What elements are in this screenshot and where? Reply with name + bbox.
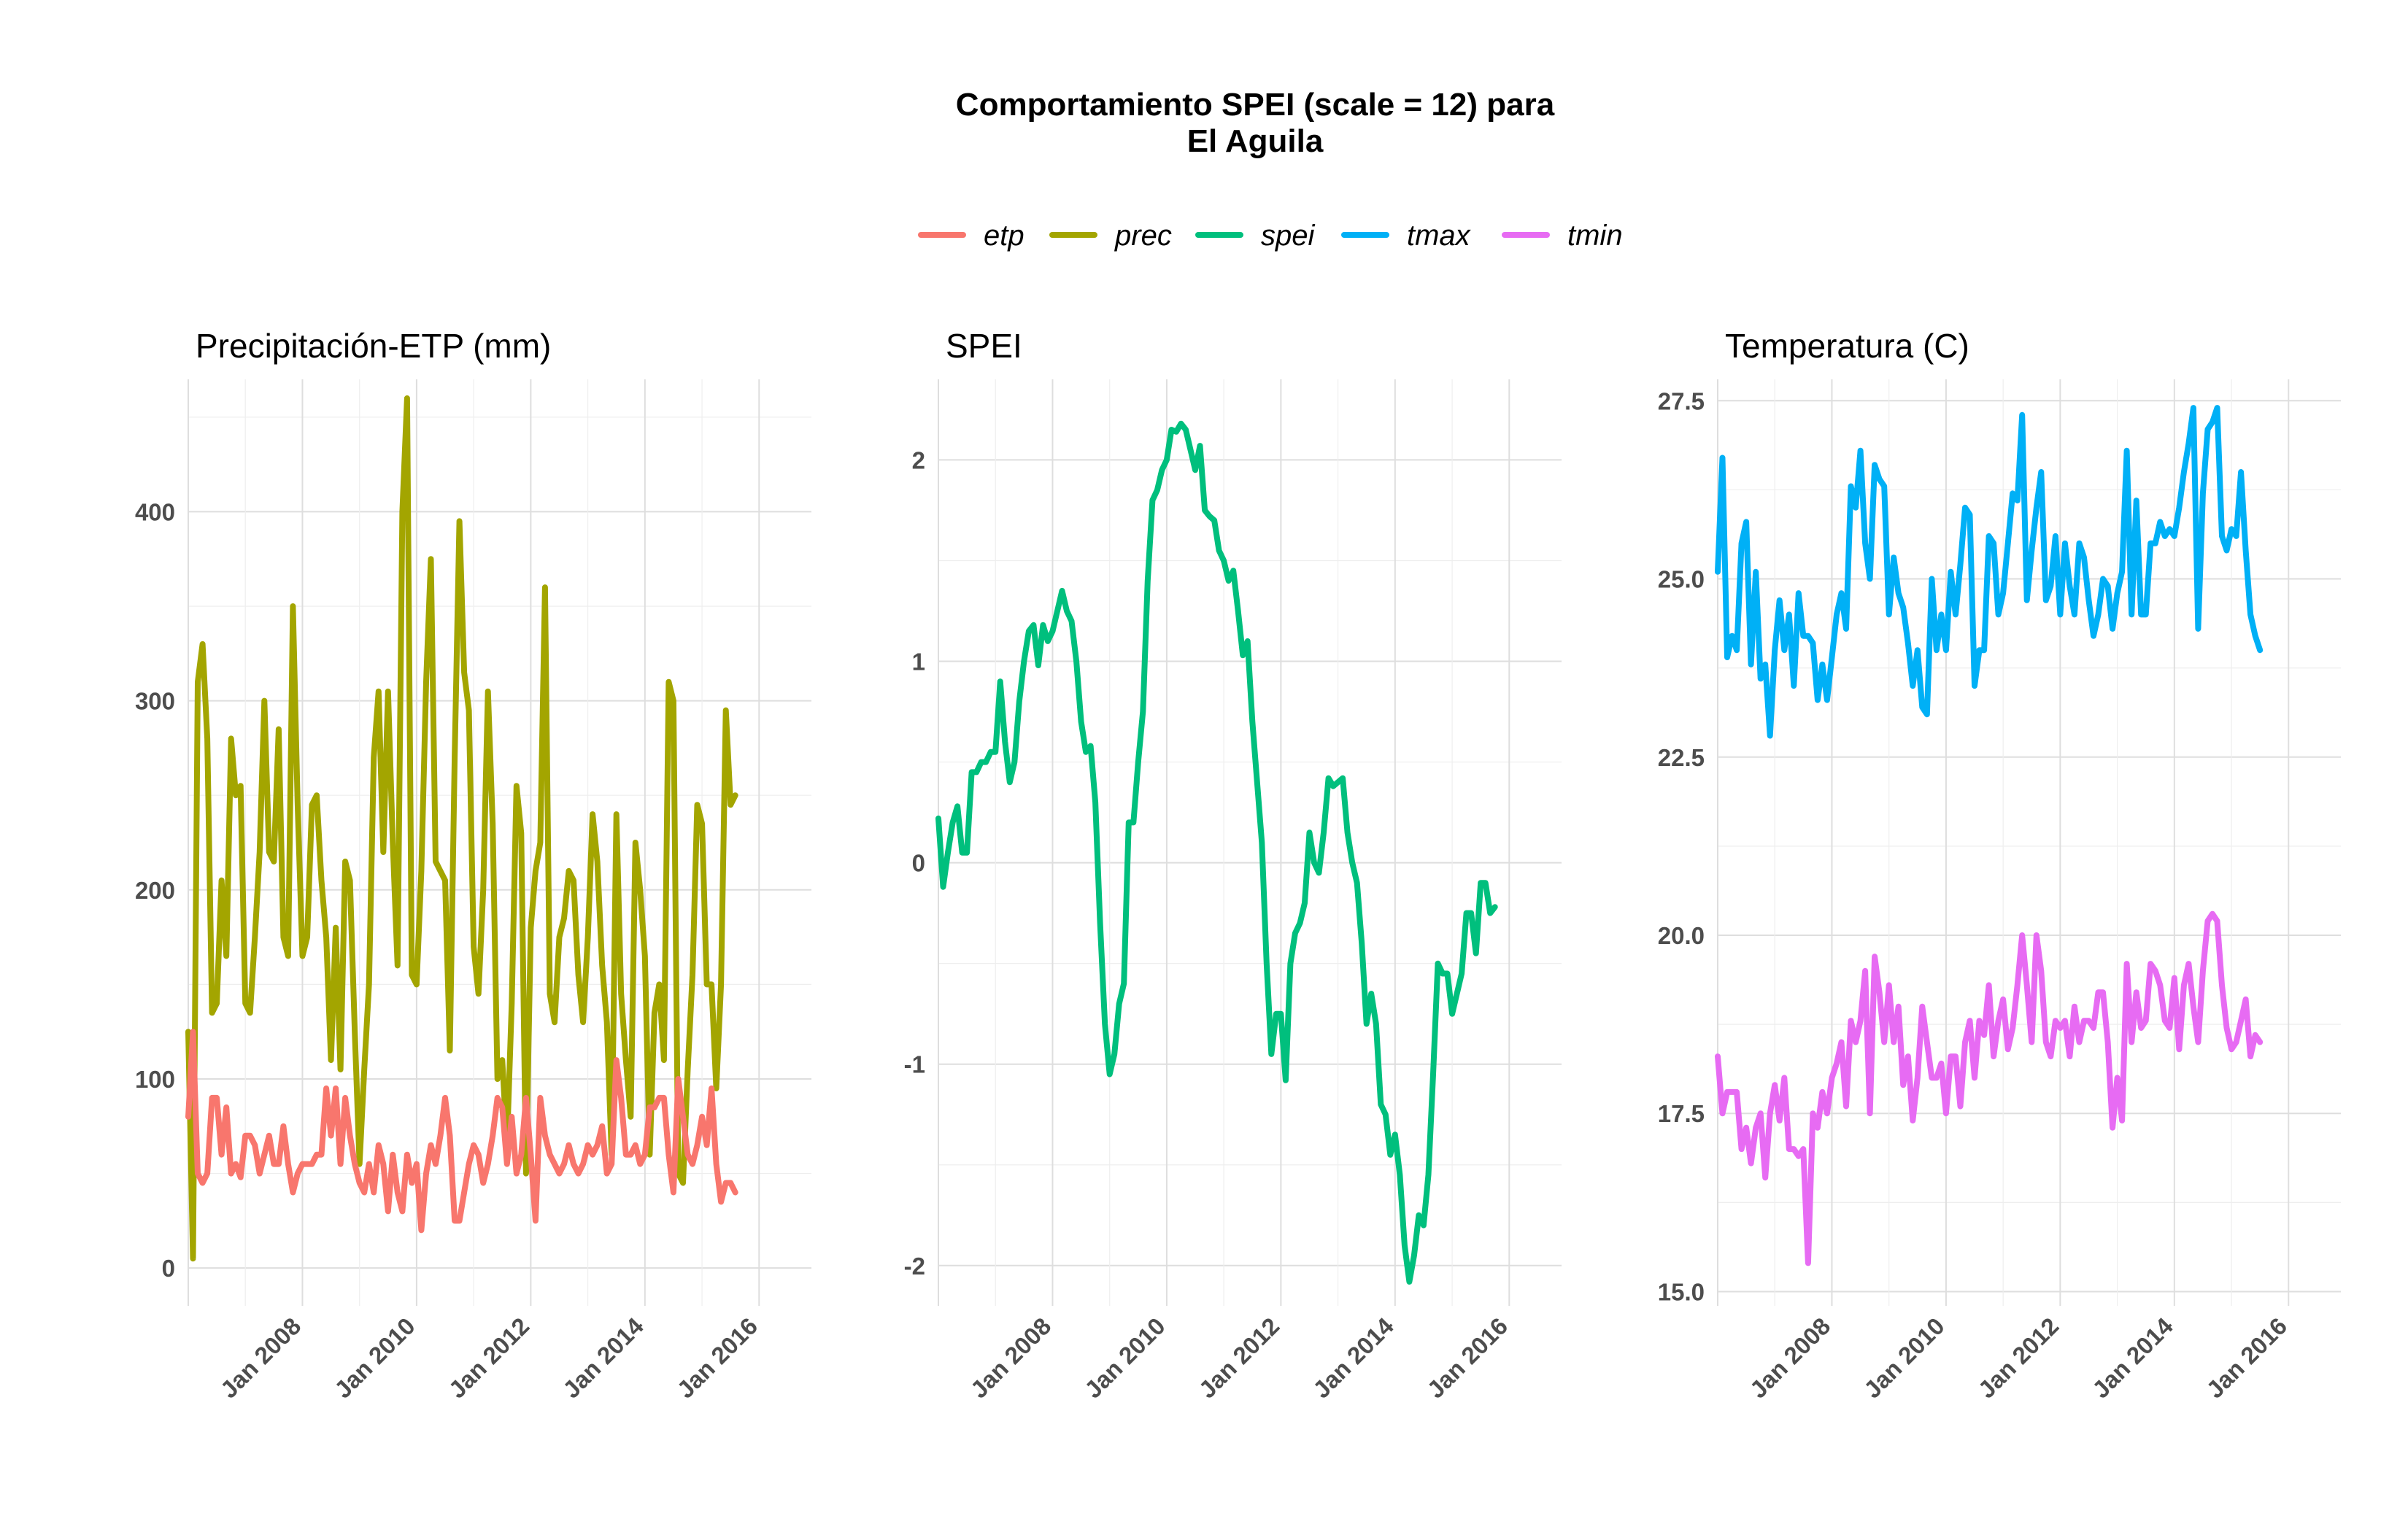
x-tick-label: Jan 2012: [1973, 1312, 2064, 1404]
legend-item-tmin: tmin: [1502, 220, 1623, 252]
series-line-etp: [185, 1029, 738, 1234]
legend-label-tmax: tmax: [1407, 220, 1472, 252]
series-line-tmin: [1715, 910, 2264, 1266]
grid-spei: [938, 379, 1562, 1306]
figure-title: Comportamiento SPEI (scale = 12) para El…: [956, 87, 1555, 159]
y-tick-label: 17.5: [1658, 1100, 1705, 1127]
legend-item-etp: etp: [918, 220, 1024, 252]
y-tick-label: 25.0: [1658, 566, 1705, 593]
x-tick-label: Jan 2014: [557, 1312, 649, 1403]
y-tick-label: 200: [135, 877, 175, 904]
x-tick-label: Jan 2012: [444, 1312, 535, 1404]
panel-precipitacion-etp: Precipitación-ETP (mm) 0 100 200 300 400 Jan 2…: [135, 327, 811, 1404]
chart-panels: Precipitación-ETP (mm) 0 100 200 300 400 Jan 2…: [135, 327, 2341, 1404]
panel-temperatura: Temperatura (C) 15.0 17.5 20.0 22.5 25.0 27.5 J…: [1658, 327, 2341, 1404]
x-tick-label: Jan 2014: [1308, 1312, 1399, 1403]
y-tick-label: 27.5: [1658, 387, 1705, 414]
figure-title-line-2: El Aguila: [1187, 123, 1324, 159]
legend: etp prec spei tmax tmin: [918, 220, 1623, 252]
x-tick-label: Jan 2014: [2087, 1312, 2178, 1403]
panel-title-spei: SPEI: [946, 327, 1022, 365]
y-tick-label: 100: [135, 1066, 175, 1093]
series-line-prec: [185, 395, 738, 1262]
y-tick-label: 400: [135, 498, 175, 525]
legend-label-spei: spei: [1261, 220, 1315, 252]
y-tick-label: 300: [135, 688, 175, 715]
x-tick-label: Jan 2008: [1745, 1312, 1836, 1404]
series-line-tmax: [1715, 405, 2264, 739]
x-tick-label: Jan 2016: [671, 1312, 763, 1404]
panel-spei: SPEI -2 -1 0 1 2 Jan 2008 Jan 2010 Jan 2012 Jan 2…: [904, 327, 1562, 1404]
y-tick-label: -1: [904, 1051, 925, 1078]
panel-title-precipitacion-etp: Precipitación-ETP (mm): [196, 327, 551, 365]
legend-item-tmax: tmax: [1341, 220, 1472, 252]
figure-title-line-1: Comportamiento SPEI (scale = 12) para: [956, 87, 1555, 123]
y-tick-label: 0: [162, 1255, 175, 1282]
x-tick-label: Jan 2010: [329, 1312, 420, 1404]
y-tick-label: 22.5: [1658, 744, 1705, 771]
y-tick-label: -2: [904, 1253, 925, 1280]
legend-item-spei: spei: [1195, 220, 1315, 252]
x-tick-label: Jan 2016: [1421, 1312, 1513, 1404]
x-tick-label: Jan 2016: [2201, 1312, 2292, 1404]
x-tick-label: Jan 2008: [215, 1312, 306, 1404]
legend-label-prec: prec: [1114, 220, 1172, 252]
x-tick-label: Jan 2010: [1859, 1312, 1950, 1404]
y-tick-label: 1: [912, 649, 925, 676]
grid-temperatura: [1717, 379, 2341, 1306]
panel-title-temperatura: Temperatura (C): [1725, 327, 1969, 365]
y-tick-label: 15.0: [1658, 1278, 1705, 1305]
x-tick-label: Jan 2012: [1194, 1312, 1285, 1404]
y-tick-label: 2: [912, 446, 925, 473]
legend-label-tmin: tmin: [1567, 220, 1623, 252]
legend-item-prec: prec: [1049, 220, 1172, 252]
y-tick-label: 20.0: [1658, 922, 1705, 949]
series-line-spei: [935, 420, 1498, 1285]
x-tick-label: Jan 2008: [965, 1312, 1057, 1404]
legend-label-etp: etp: [984, 220, 1024, 252]
y-tick-label: 0: [912, 850, 925, 877]
x-tick-label: Jan 2010: [1079, 1312, 1170, 1404]
